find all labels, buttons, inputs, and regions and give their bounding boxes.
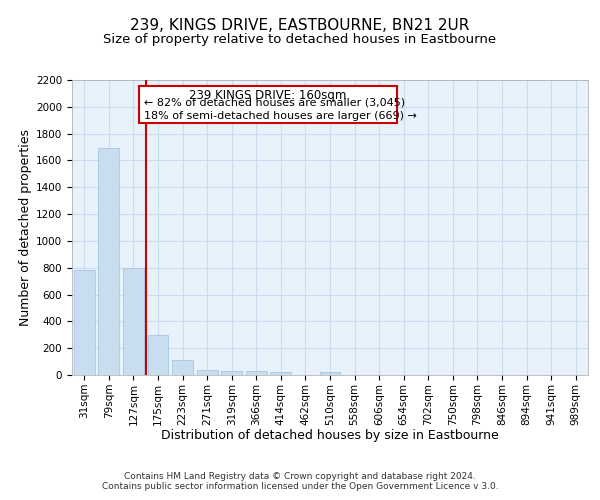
Bar: [320, 372, 340, 375]
Bar: [221, 371, 242, 375]
Bar: [172, 360, 193, 375]
Bar: [197, 370, 218, 375]
Bar: [123, 268, 144, 375]
X-axis label: Distribution of detached houses by size in Eastbourne: Distribution of detached houses by size …: [161, 429, 499, 442]
Text: Contains public sector information licensed under the Open Government Licence v : Contains public sector information licen…: [101, 482, 499, 491]
Text: ← 82% of detached houses are smaller (3,045): ← 82% of detached houses are smaller (3,…: [144, 98, 406, 108]
Bar: [74, 270, 95, 375]
FancyBboxPatch shape: [139, 86, 397, 123]
Bar: [98, 148, 119, 375]
Text: 239, KINGS DRIVE, EASTBOURNE, BN21 2UR: 239, KINGS DRIVE, EASTBOURNE, BN21 2UR: [130, 18, 470, 32]
Text: 239 KINGS DRIVE: 160sqm: 239 KINGS DRIVE: 160sqm: [190, 90, 347, 102]
Text: 18% of semi-detached houses are larger (669) →: 18% of semi-detached houses are larger (…: [144, 111, 417, 121]
Y-axis label: Number of detached properties: Number of detached properties: [19, 129, 32, 326]
Text: Size of property relative to detached houses in Eastbourne: Size of property relative to detached ho…: [103, 32, 497, 46]
Bar: [148, 335, 169, 375]
Bar: [246, 371, 267, 375]
Bar: [271, 372, 292, 375]
Text: Contains HM Land Registry data © Crown copyright and database right 2024.: Contains HM Land Registry data © Crown c…: [124, 472, 476, 481]
